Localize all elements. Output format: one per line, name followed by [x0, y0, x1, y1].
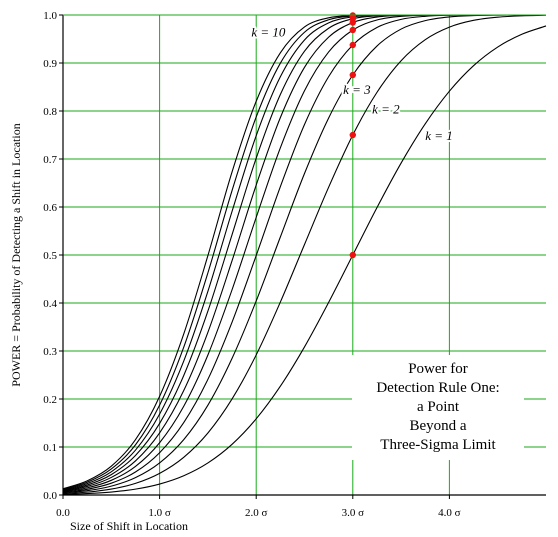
annotation-text: Power for Detection Rule One: a Point Beyon… [376, 361, 499, 453]
y-tick-label-9: 0.9 [43, 58, 57, 70]
y-tick-label-7: 0.7 [43, 154, 57, 166]
x-tick-label-1: 1.0 σ [148, 507, 171, 519]
curve-label-text-3: k = 1 [425, 128, 453, 143]
curve-label-2: k = 2k = 2 [370, 99, 402, 118]
x-tick-labels: 0.0 1.0 σ 2.0 σ 3.0 σ 4.0 σ [56, 495, 461, 519]
y-tick-label-1: 0.1 [43, 442, 57, 454]
annotation-line-0: Power for [408, 361, 468, 377]
annotation-box [352, 355, 524, 460]
x-axis-title: Size of Shift in Location [70, 519, 188, 533]
x-tick-label-4: 4.0 σ [438, 507, 461, 519]
point-1 [349, 131, 356, 139]
point-2 [349, 71, 356, 79]
annotation-line-2: a Point [417, 399, 460, 415]
curve-label-3: k = 1k = 1 [423, 126, 455, 145]
curve-label-halo-0: k = 10 [251, 25, 286, 40]
curve-k-1 [62, 25, 547, 495]
y-tick-label-4: 0.4 [43, 298, 57, 310]
curve-label-halo-2: k = 2 [372, 101, 400, 116]
curve-labels: k = 10k = 10k = 3k = 3k = 2k = 2k = 1k =… [249, 23, 455, 145]
curve-label-text-0: k = 10 [251, 25, 286, 40]
curve-label-1: k = 3k = 3 [341, 80, 373, 99]
curve-label-0: k = 10k = 10 [249, 23, 288, 42]
point-3 [349, 41, 356, 49]
y-tick-labels: 0.0 0.1 0.2 0.3 0.4 0.5 0.6 0.7 0.8 0.9 1.0 [43, 10, 63, 502]
curve-label-halo-3: k = 1 [425, 128, 453, 143]
x-tick-label-0: 0.0 [56, 507, 70, 519]
y-tick-label-0: 0.0 [43, 490, 57, 502]
y-tick-label-8: 0.8 [43, 106, 57, 118]
y-tick-label-5: 0.5 [43, 250, 57, 262]
annotation-line-3: Beyond a [409, 418, 466, 434]
point-0 [349, 251, 356, 259]
x-tick-label-3: 3.0 σ [342, 507, 365, 519]
x-tick-label-2: 2.0 σ [245, 507, 268, 519]
y-tick-label-2: 0.2 [43, 394, 57, 406]
curve-label-text-1: k = 3 [343, 82, 371, 97]
y-tick-label-10: 1.0 [43, 10, 57, 22]
curve-label-text-2: k = 2 [372, 101, 400, 116]
annotation-line-4: Three-Sigma Limit [380, 437, 496, 453]
y-tick-label-3: 0.3 [43, 346, 57, 358]
y-tick-label-6: 0.6 [43, 202, 57, 214]
point-4 [349, 26, 356, 34]
curve-k-2 [62, 14, 547, 495]
curve-label-halo-1: k = 3 [343, 82, 371, 97]
y-axis-title: POWER = Probability of Detecting a Shift… [9, 123, 23, 386]
annotation-line-1: Detection Rule One: [376, 380, 499, 396]
curve-k-3 [62, 14, 547, 494]
